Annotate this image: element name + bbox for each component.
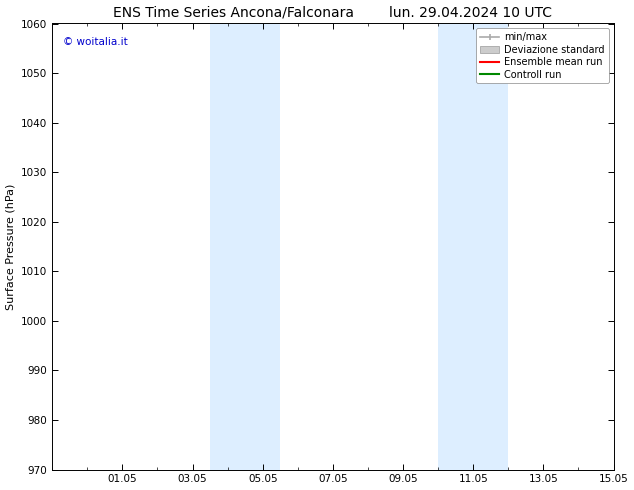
- Title: ENS Time Series Ancona/Falconara        lun. 29.04.2024 10 UTC: ENS Time Series Ancona/Falconara lun. 29…: [113, 5, 552, 20]
- Bar: [245, 24, 280, 469]
- Bar: [210, 24, 245, 469]
- Bar: [473, 24, 508, 469]
- Bar: [438, 24, 473, 469]
- Text: © woitalia.it: © woitalia.it: [63, 37, 128, 47]
- Legend: min/max, Deviazione standard, Ensemble mean run, Controll run: min/max, Deviazione standard, Ensemble m…: [476, 28, 609, 83]
- Y-axis label: Surface Pressure (hPa): Surface Pressure (hPa): [6, 183, 16, 310]
